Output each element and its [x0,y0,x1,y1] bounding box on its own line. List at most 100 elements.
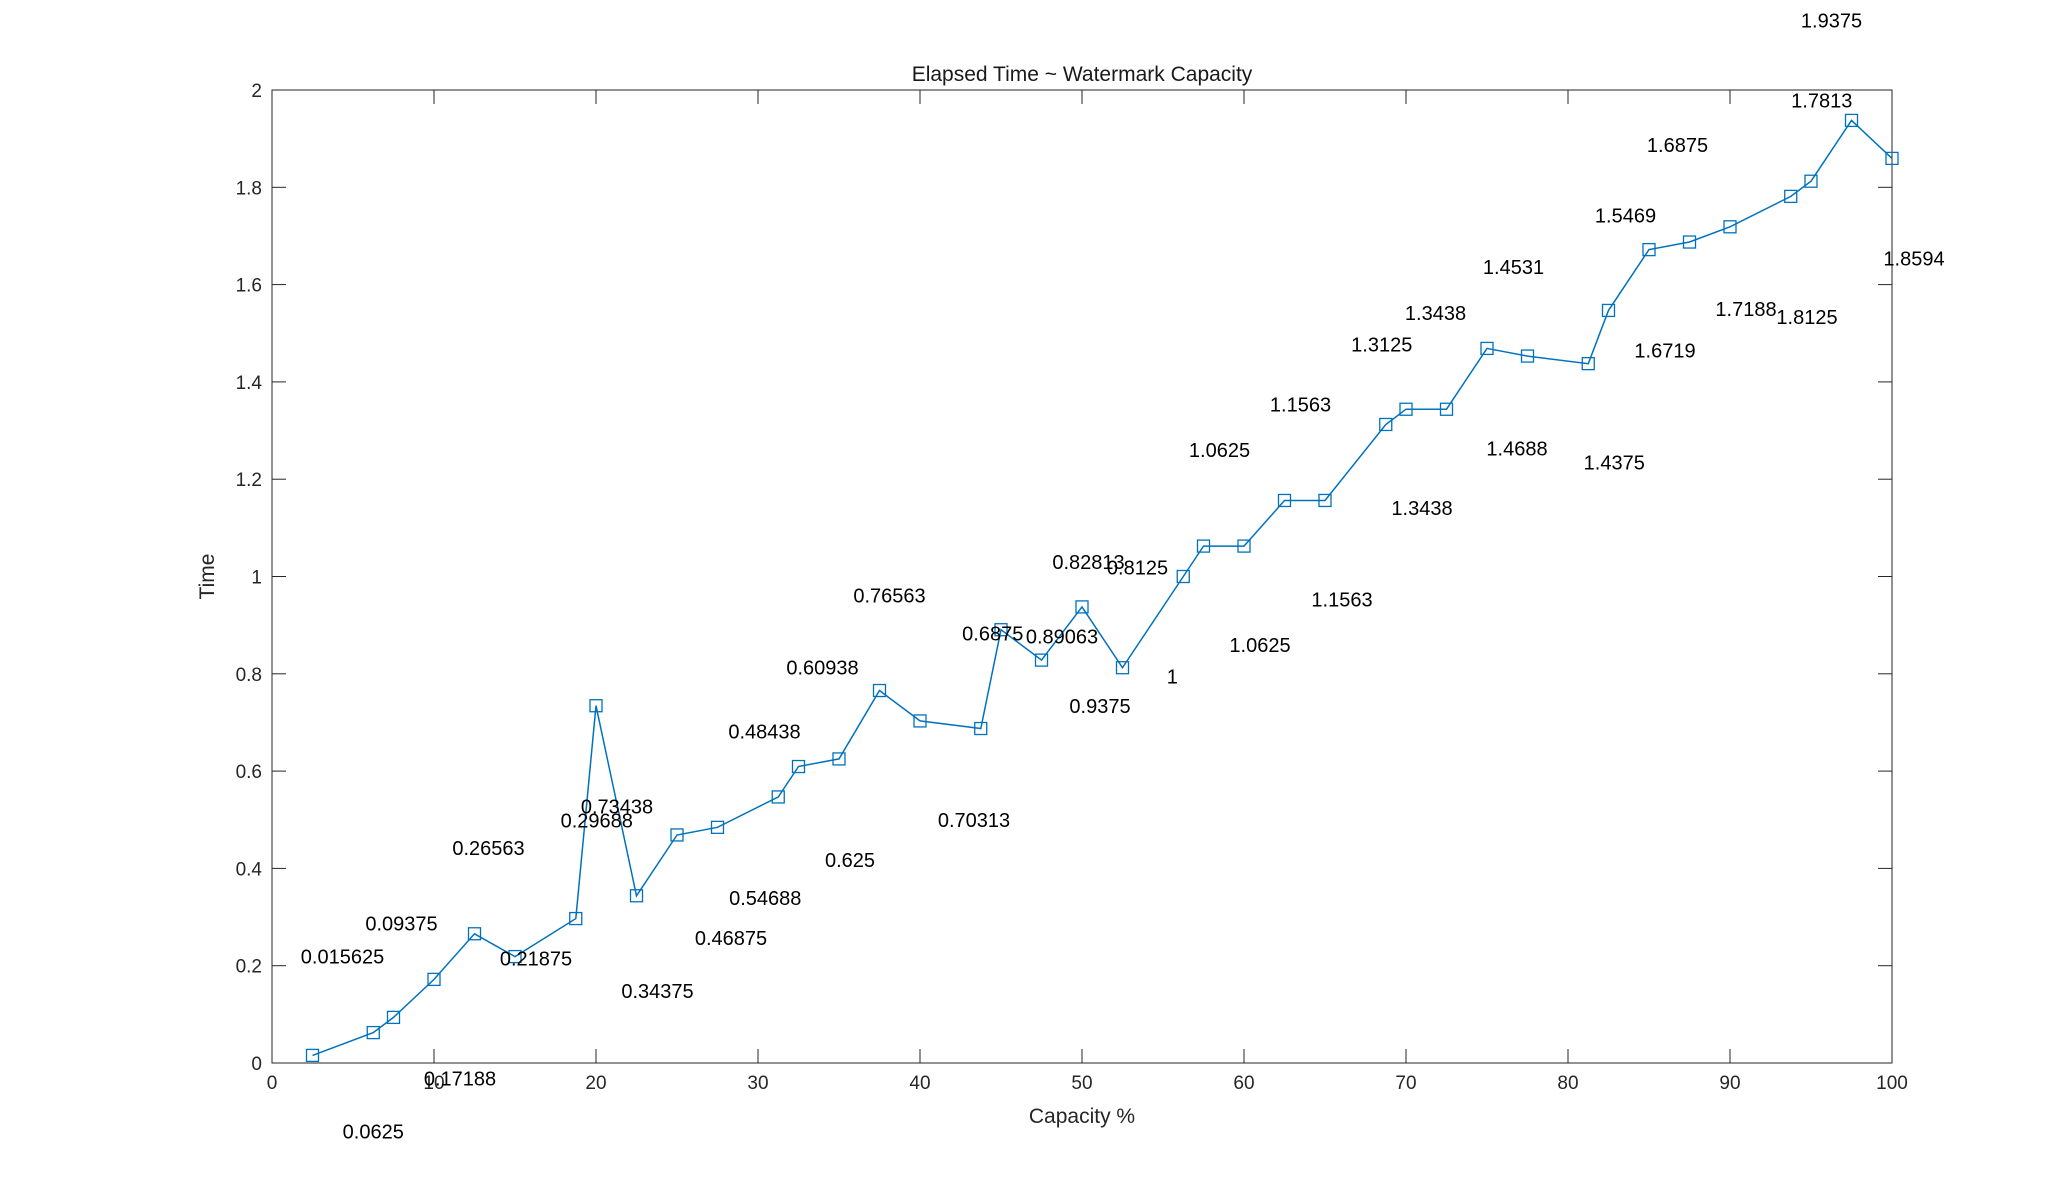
data-label: 0.54688 [729,888,801,910]
data-point [974,721,988,736]
data-point [1399,402,1413,416]
data-label: 0.0625 [343,1122,404,1144]
data-point [1682,235,1697,249]
data-point [467,927,482,941]
data-label: 0.46875 [695,928,767,950]
data-label: 0.60938 [786,658,858,680]
data-point [1784,189,1798,204]
data-point [1196,539,1211,553]
data-label: 1.0625 [1189,440,1250,462]
data-label: 0.89063 [1026,627,1098,649]
x-tick-label: 40 [909,1073,930,1094]
y-tick-label: 0.4 [236,859,263,880]
data-point [1581,357,1595,371]
x-tick-label: 100 [1876,1073,1908,1094]
data-point [1520,349,1535,363]
data-label: 1.8125 [1776,307,1837,329]
data-point [1601,303,1616,318]
data-label: 1.3438 [1405,303,1466,325]
data-label: 0.8125 [1107,558,1168,580]
data-point [832,752,846,766]
x-tick-label: 70 [1395,1073,1416,1094]
x-tick-labels: 0 10 20 30 40 50 60 70 80 90 100 [267,1073,1908,1094]
y-tick-label: 1.4 [236,373,263,394]
data-label: 1.3125 [1351,334,1412,356]
data-point [1115,661,1130,675]
data-point [386,1010,401,1025]
data-label: 0.6875 [962,624,1023,646]
y-axis-title: Time [196,554,219,600]
data-label: 0.48438 [728,721,800,743]
data-label: 1.7188 [1715,299,1776,321]
data-point [589,699,603,713]
y-tick-label: 2 [251,81,262,102]
y-tick-label: 1.8 [236,178,262,199]
data-point [1844,113,1859,128]
data-point [791,759,806,774]
data-point [366,1025,380,1040]
data-point [771,790,785,804]
data-point [1642,242,1656,257]
data-point [670,828,684,842]
data-label: 0.34375 [621,981,693,1003]
y-tick-label: 0 [251,1054,262,1075]
data-label: 1.5469 [1595,205,1656,227]
data-label: 0.26563 [452,838,524,860]
data-label: 0.09375 [365,913,437,935]
data-point [508,949,522,964]
y-tick-label: 1.2 [236,470,262,491]
data-point [629,889,644,903]
data-label: 0.73438 [581,797,653,819]
data-label: 1.4375 [1584,453,1645,475]
series-layer [305,113,1899,1063]
x-tick-label: 90 [1719,1073,1740,1094]
plot-area [272,90,1892,1063]
data-point [994,623,1008,637]
data-label: 0.76563 [853,586,925,608]
data-point [1034,653,1049,667]
data-label: 1 [1167,667,1178,689]
data-point [1277,493,1292,508]
x-tick-label: 20 [585,1073,606,1094]
data-point [569,911,583,926]
data-point [872,683,887,698]
y-tick-labels: 0 0.2 0.4 0.6 0.8 1 1.2 1.4 1.6 1.8 2 [236,81,263,1075]
data-point [1804,174,1818,188]
data-point [1439,402,1454,416]
data-point [305,1048,320,1063]
data-label: 1.7813 [1791,90,1852,112]
x-tick-label: 80 [1557,1073,1578,1094]
series-line [312,119,1893,1057]
axes-box [271,89,1893,1064]
y-tick-label: 0.6 [236,762,262,783]
data-label: 1.4531 [1483,257,1544,279]
data-point [427,972,441,987]
data-label: 1.6875 [1647,135,1708,157]
data-label: 0.21875 [500,949,572,971]
data-point [1075,600,1089,614]
data-label: 1.4688 [1486,438,1547,460]
data-label: 0.17188 [424,1068,496,1090]
x-tick-label: 60 [1233,1073,1254,1094]
x-tick-label: 10 [423,1073,444,1094]
data-label: 1.1563 [1311,589,1372,611]
data-point [710,820,725,834]
data-label: 0.29688 [561,811,633,833]
data-label: 0.015625 [301,946,384,968]
data-point [1723,220,1737,234]
y-tick-label: 1 [251,568,262,589]
x-tick-label: 50 [1071,1073,1092,1094]
data-label: 1.3438 [1391,498,1452,520]
data-point [1885,151,1899,166]
x-tick-label: 0 [267,1073,278,1094]
data-point [1176,569,1190,584]
x-axis-title: Capacity % [1029,1105,1135,1128]
data-point [1318,493,1332,508]
data-label: 0.625 [825,850,875,872]
y-tick-label: 0.8 [236,665,262,686]
data-labels: 0.015625 0.0625 0.09375 0.17188 0.26563 0.218… [301,10,1945,1143]
data-point [1480,341,1494,356]
data-point [1379,417,1393,432]
data-label: 1.1563 [1270,394,1331,416]
